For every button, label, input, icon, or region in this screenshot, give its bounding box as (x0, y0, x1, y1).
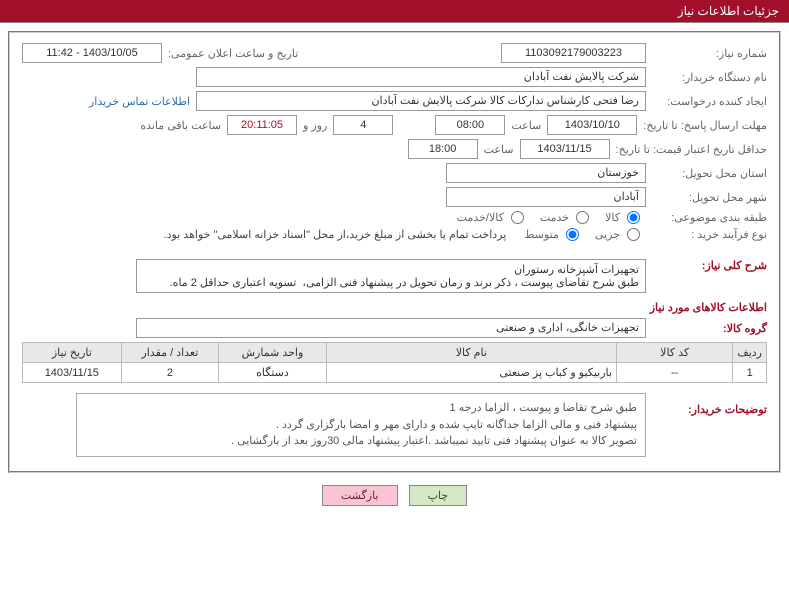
buy-opt2: متوسط (524, 228, 559, 241)
deadline-label: مهلت ارسال پاسخ: تا تاریخ: (643, 119, 767, 132)
class-label: طبقه بندی موضوعی: (652, 211, 767, 224)
city-label: شهر محل تحویل: (652, 191, 767, 204)
buy-radio-medium[interactable] (566, 228, 579, 241)
table-row: 1 -- باربیکیو و کباب پز صنعتی دستگاه 2 1… (23, 363, 767, 383)
td-name: باربیکیو و کباب پز صنعتی (326, 363, 616, 383)
print-button[interactable]: چاپ (409, 485, 468, 506)
validity-time: 18:00 (408, 139, 478, 159)
time-left: 20:11:05 (227, 115, 297, 135)
time-label-1: ساعت (511, 119, 541, 132)
class-radio-goods[interactable] (627, 211, 640, 224)
goods-group-label: گروه کالا: (652, 322, 767, 335)
th-qty: تعداد / مقدار (121, 343, 219, 363)
buyer-org-value: شرکت پالایش نفت آبادان (196, 67, 646, 87)
buyer-note-l2: پیشنهاد فنی و مالی الزاما جداگانه تایپ ش… (85, 417, 637, 434)
th-idx: ردیف (733, 343, 767, 363)
main-frame: شماره نیاز: 1103092179003223 تاریخ و ساع… (8, 31, 781, 473)
buy-note: پرداخت تمام یا بخشی از مبلغ خرید،از محل … (164, 228, 507, 241)
summary-line1: تجهیزات آشپزخانه رستوران (143, 263, 639, 276)
buy-opt1: جزیی (595, 228, 620, 241)
validity-label: حداقل تاریخ اعتبار قیمت: تا تاریخ: (616, 143, 767, 156)
need-no-label: شماره نیاز: (652, 47, 767, 60)
back-button[interactable]: بازگشت (322, 485, 398, 506)
td-idx: 1 (733, 363, 767, 383)
summary-box: تجهیزات آشپزخانه رستوران طبق شرح تقاضای … (136, 259, 646, 293)
days-left: 4 (333, 115, 393, 135)
validity-date: 1403/11/15 (520, 139, 610, 159)
th-date: تاریخ نیاز (23, 343, 122, 363)
summary-line2: طبق شرح تقاضای پیوست ، ذکر برند و زمان ت… (143, 276, 639, 289)
buyer-notes-label: توضیحات خریدار: (652, 403, 767, 416)
announce-label: تاریخ و ساعت اعلان عمومی: (168, 47, 298, 60)
td-qty: 2 (121, 363, 219, 383)
buyer-note-l3: تصویر کالا به عنوان پیشنهاد فنی تایید نم… (85, 433, 637, 450)
requester-value: رضا فتحی کارشناس تدارکات کالا شرکت پالای… (196, 91, 646, 111)
time-left-suffix: ساعت باقی مانده (140, 119, 221, 132)
class-radio-both[interactable] (511, 211, 524, 224)
time-label-2: ساعت (484, 143, 514, 156)
page-header: جزئیات اطلاعات نیاز (0, 0, 789, 23)
th-name: نام کالا (326, 343, 616, 363)
buyer-note-l1: طبق شرح تقاضا و پیوست ، الزاما درجه 1 (85, 400, 637, 417)
td-code: -- (616, 363, 732, 383)
need-no-value: 1103092179003223 (501, 43, 646, 63)
th-unit: واحد شمارش (219, 343, 327, 363)
td-date: 1403/11/15 (23, 363, 122, 383)
td-unit: دستگاه (219, 363, 327, 383)
deadline-time: 08:00 (435, 115, 505, 135)
province-value: خوزستان (446, 163, 646, 183)
goods-group-value: تجهیزات خانگی، اداری و صنعتی (136, 318, 646, 338)
class-opt3: کالا/خدمت (457, 211, 504, 224)
announce-value: 1403/10/05 - 11:42 (22, 43, 162, 63)
deadline-date: 1403/10/10 (547, 115, 637, 135)
class-opt1: کالا (605, 211, 620, 224)
goods-section-title: اطلاعات کالاهای مورد نیاز (22, 301, 767, 314)
buyer-org-label: نام دستگاه خریدار: (652, 71, 767, 84)
province-label: استان محل تحویل: (652, 167, 767, 180)
summary-title: شرح کلی نیاز: (652, 259, 767, 272)
buy-type-label: نوع فرآیند خرید : (652, 228, 767, 241)
days-and: روز و (303, 119, 327, 132)
city-value: آبادان (446, 187, 646, 207)
contact-link[interactable]: اطلاعات تماس خریدار (89, 95, 190, 108)
buy-radio-minor[interactable] (627, 228, 640, 241)
buyer-notes-box: طبق شرح تقاضا و پیوست ، الزاما درجه 1 پی… (76, 393, 646, 457)
class-radio-service[interactable] (576, 211, 589, 224)
class-opt2: خدمت (540, 211, 569, 224)
th-code: کد کالا (616, 343, 732, 363)
goods-table: ردیف کد کالا نام کالا واحد شمارش تعداد /… (22, 342, 767, 383)
requester-label: ایجاد کننده درخواست: (652, 95, 767, 108)
